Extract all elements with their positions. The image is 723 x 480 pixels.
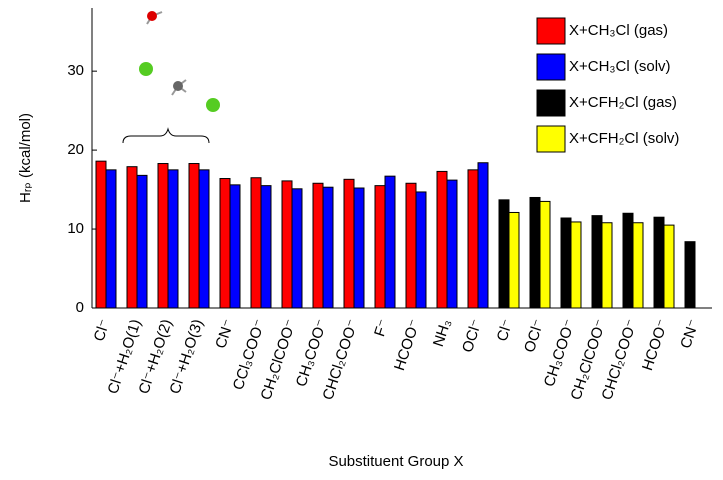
bar xyxy=(188,163,200,309)
bar xyxy=(126,166,138,309)
bar xyxy=(405,182,417,309)
x-tick-label: NH₃ xyxy=(430,317,455,349)
y-tick-label: 0 xyxy=(76,299,84,316)
bar xyxy=(529,196,541,309)
x-tick-label: OCl⁻ xyxy=(521,317,548,354)
bar xyxy=(374,185,386,309)
legend-swatch xyxy=(536,17,566,45)
legend-label: X+CH₃Cl (solv) xyxy=(569,58,671,75)
x-tick-label: F⁻ xyxy=(371,317,392,339)
bar xyxy=(343,178,355,309)
bar xyxy=(653,216,665,309)
bar xyxy=(446,179,458,309)
bar xyxy=(539,200,551,309)
bar xyxy=(157,163,169,309)
x-tick-label: HCOO⁻ xyxy=(639,317,672,373)
bar xyxy=(322,186,334,309)
bar xyxy=(508,211,520,309)
bar xyxy=(622,212,634,309)
bar xyxy=(136,174,148,309)
x-tick-label: Cl⁻ xyxy=(494,317,517,343)
bar xyxy=(477,162,489,309)
legend-swatch xyxy=(536,53,566,81)
x-tick-label: HCOO⁻ xyxy=(391,317,424,373)
bar xyxy=(601,222,613,309)
x-tick-label: Cl⁻ xyxy=(91,317,114,343)
bar xyxy=(498,199,510,309)
bar xyxy=(384,175,396,309)
bar xyxy=(95,160,107,309)
x-tick-label: CN⁻ xyxy=(677,317,702,350)
y-tick-label: 30 xyxy=(67,62,84,79)
y-axis-label: Hᵣₚ (kcal/mol) xyxy=(17,113,34,203)
bar xyxy=(663,224,675,309)
bar xyxy=(291,188,303,309)
bar xyxy=(570,221,582,309)
x-axis-label: Substituent Group X xyxy=(328,453,463,470)
bar xyxy=(105,169,117,309)
bar xyxy=(436,170,448,309)
legend-label: X+CFH₂Cl (solv) xyxy=(569,130,679,147)
x-tick-label: CN⁻ xyxy=(212,317,237,350)
bar xyxy=(229,184,241,309)
legend-label: X+CFH₂Cl (gas) xyxy=(569,94,677,111)
bar xyxy=(684,241,696,309)
bar xyxy=(591,215,603,309)
bar xyxy=(260,185,272,309)
bar xyxy=(312,182,324,309)
bar xyxy=(415,191,427,309)
bar xyxy=(198,169,210,309)
bar xyxy=(219,178,231,309)
legend-swatch xyxy=(536,125,566,153)
bar xyxy=(281,180,293,309)
bar xyxy=(467,169,479,309)
bar xyxy=(560,217,572,309)
bar xyxy=(632,222,644,309)
y-tick-label: 20 xyxy=(67,141,84,158)
x-tick-label: OCl⁻ xyxy=(459,317,486,354)
legend-label: X+CH₃Cl (gas) xyxy=(569,22,668,39)
bar xyxy=(250,177,262,309)
y-tick-label: 10 xyxy=(67,220,84,237)
legend-swatch xyxy=(536,89,566,117)
molecule-illustration xyxy=(122,11,220,144)
bar xyxy=(353,187,365,309)
bar xyxy=(167,169,179,309)
